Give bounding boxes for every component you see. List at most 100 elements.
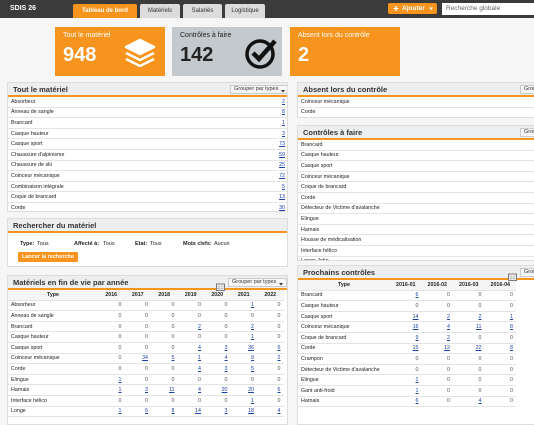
value: 0 — [145, 302, 148, 309]
value[interactable]: 11 — [169, 387, 175, 394]
type-name: Interface hélico — [298, 245, 534, 257]
value[interactable]: 4 — [447, 324, 450, 331]
value: 0 — [478, 334, 482, 341]
type-name: Détecteur de Victime d'avalanche — [298, 203, 534, 215]
value[interactable]: 4 — [277, 408, 281, 415]
tile[interactable]: Tout le matériel 948 — [55, 27, 165, 76]
value[interactable]: 2 — [478, 313, 482, 320]
value[interactable]: 2 — [447, 313, 450, 320]
value[interactable]: 2 — [198, 323, 201, 330]
calendar-button[interactable] — [508, 268, 517, 286]
value[interactable]: 5 — [171, 355, 175, 362]
value[interactable]: 36 — [248, 344, 254, 351]
value[interactable]: 15 — [412, 345, 419, 352]
group-dropdown[interactable]: Grouper par types — [520, 128, 534, 137]
tab[interactable]: Tableau de bord — [73, 4, 137, 18]
value[interactable]: 1 — [251, 397, 254, 404]
value[interactable]: 3 — [224, 408, 228, 415]
value[interactable]: 4 — [198, 344, 201, 351]
tile[interactable]: Contrôles à faire 142 — [172, 27, 282, 76]
tile-value: 142 — [180, 44, 214, 66]
count-link[interactable]: 3 — [282, 130, 285, 137]
count-link[interactable]: 13 — [279, 194, 285, 201]
type-name: Casque sport — [8, 138, 248, 150]
value[interactable]: 4 — [224, 355, 228, 362]
count-link[interactable]: 30 — [279, 204, 285, 211]
value[interactable]: 9 — [415, 334, 419, 341]
count-link[interactable]: 73 — [279, 141, 285, 148]
value[interactable]: 14 — [412, 313, 419, 320]
value[interactable]: 20 — [248, 387, 254, 394]
value[interactable]: 4 — [478, 398, 482, 405]
value[interactable]: 4 — [198, 387, 201, 394]
count-link[interactable]: 72 — [279, 172, 285, 179]
value[interactable]: 2 — [447, 334, 450, 341]
group-dropdown[interactable]: Grouper par types — [228, 278, 287, 287]
count-link[interactable]: 59 — [279, 151, 285, 158]
count-link[interactable]: 1 — [282, 119, 285, 126]
value[interactable]: 1 — [251, 302, 254, 309]
value-cell: 3 — [204, 406, 231, 418]
group-dropdown[interactable]: Grouper par types — [520, 85, 534, 94]
tab[interactable]: Matériels — [140, 4, 180, 18]
value[interactable]: 8 — [510, 345, 513, 352]
value[interactable]: 1 — [118, 408, 122, 415]
value[interactable]: 1 — [415, 387, 419, 394]
value[interactable]: 6 — [277, 387, 281, 394]
value[interactable]: 1 — [198, 355, 201, 362]
count-link[interactable]: 2 — [282, 98, 285, 105]
value[interactable]: 8 — [510, 324, 513, 331]
column-header: 2022 — [257, 290, 284, 301]
value[interactable]: 3 — [145, 387, 148, 394]
value[interactable]: 1 — [118, 376, 122, 383]
value-cell: 11 — [151, 384, 178, 396]
value[interactable]: 3 — [224, 344, 228, 351]
value[interactable]: 14 — [195, 408, 201, 415]
value: 0 — [171, 365, 175, 372]
table: Coinceur mécanique Corde — [298, 97, 534, 117]
value[interactable]: 6 — [277, 344, 281, 351]
value[interactable]: 4 — [198, 365, 201, 372]
search-fields: Type: Tous Affecté à: Tous Etat: Tous Mots cle… — [8, 233, 287, 253]
value[interactable]: 6 — [415, 398, 419, 405]
count-link[interactable]: 8 — [282, 109, 285, 116]
value[interactable]: 22 — [475, 345, 482, 352]
value[interactable]: 18 — [248, 408, 254, 415]
value: 0 — [415, 302, 419, 309]
value[interactable]: 6 — [145, 408, 148, 415]
row: Casque hauteur 0 0 0 0 — [298, 300, 534, 312]
tile[interactable]: Absent lors du contrôle 2 — [290, 27, 400, 76]
calendar-button[interactable] — [216, 278, 225, 296]
type-name: Casque sport — [298, 311, 390, 323]
value[interactable]: 2 — [277, 355, 281, 362]
value[interactable]: 16 — [412, 324, 419, 331]
value-cell: 0 — [204, 374, 231, 386]
value[interactable]: 1 — [251, 334, 254, 341]
value[interactable]: 12 — [444, 345, 450, 352]
tab[interactable]: Logistique — [225, 4, 265, 18]
value-cell: 0 — [98, 300, 125, 312]
value[interactable]: 8 — [171, 408, 175, 415]
value[interactable]: 2 — [251, 323, 254, 330]
value[interactable]: 20 — [221, 387, 228, 394]
search-input[interactable]: Recherche globale — [442, 3, 534, 15]
value[interactable]: 1 — [510, 313, 513, 320]
tile-label: Absent lors du contrôle — [298, 32, 370, 39]
count-link[interactable]: 25 — [279, 162, 285, 169]
tab[interactable]: Salariés — [183, 4, 222, 18]
value[interactable]: 3 — [224, 365, 228, 372]
value[interactable]: 1 — [415, 377, 419, 384]
value[interactable]: 5 — [251, 365, 254, 372]
value[interactable]: 34 — [142, 355, 148, 362]
row: Coque de brancard — [298, 181, 534, 193]
add-button[interactable]: Ajouter — [388, 3, 437, 14]
value[interactable]: 9 — [251, 355, 254, 362]
search-button[interactable]: Lancer la recherche — [18, 252, 78, 262]
value: 0 — [478, 377, 482, 384]
value[interactable]: 6 — [415, 292, 419, 299]
group-dropdown[interactable]: Grouper par types — [520, 268, 534, 277]
group-dropdown[interactable]: Grouper par types — [230, 85, 287, 94]
count-link[interactable]: 5 — [282, 183, 285, 190]
value[interactable]: 1 — [118, 387, 122, 394]
value[interactable]: 11 — [476, 324, 482, 331]
